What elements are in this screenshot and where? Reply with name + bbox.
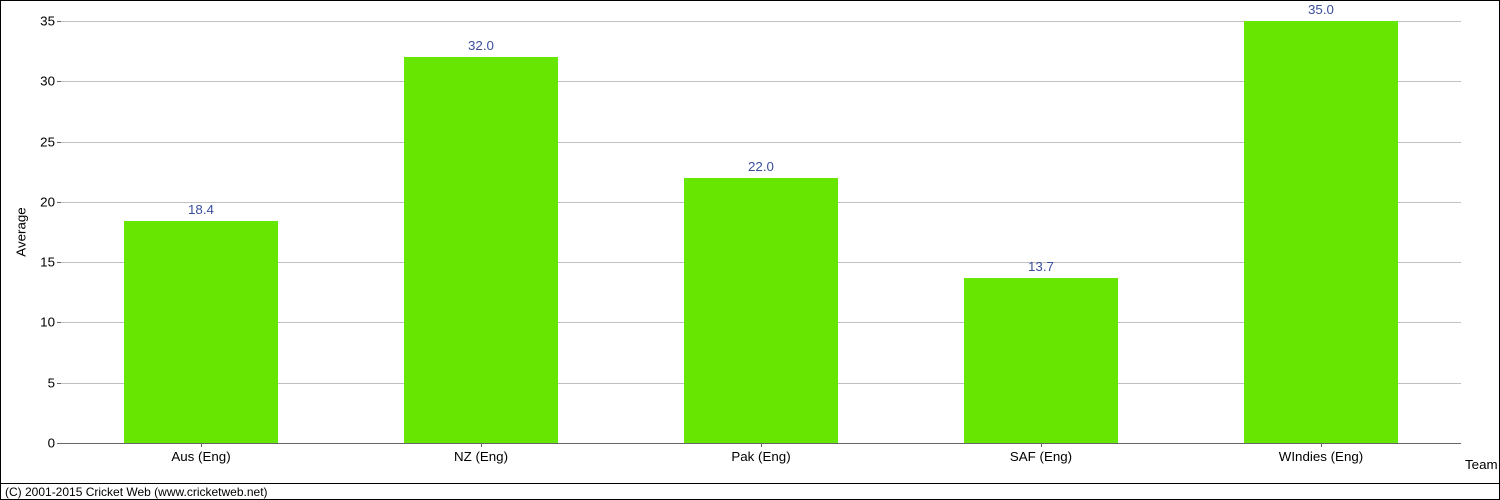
- bar-value-label: 22.0: [748, 159, 774, 174]
- y-axis-title: Average: [14, 207, 29, 256]
- x-tick-label: WIndies (Eng): [1279, 443, 1363, 464]
- bar-value-label: 13.7: [1028, 259, 1054, 274]
- x-axis-title: Team: [1465, 457, 1498, 472]
- y-tick-label: 30: [40, 74, 61, 89]
- bar-value-label: 35.0: [1308, 2, 1334, 17]
- x-tick-label: Pak (Eng): [731, 443, 790, 464]
- bar: [964, 278, 1118, 443]
- chart-container: 0 5 10 15 20 25 30 35 18.4 Aus (Eng) 32.0 NZ (Eng) 2…: [0, 0, 1500, 500]
- bar: [124, 221, 278, 443]
- y-tick-label: 25: [40, 134, 61, 149]
- bar: [1244, 21, 1398, 443]
- bar-value-label: 18.4: [188, 202, 214, 217]
- y-tick-label: 5: [48, 375, 61, 390]
- footer-separator: [1, 483, 1499, 484]
- bar: [404, 57, 558, 443]
- y-tick-label: 35: [40, 14, 61, 29]
- y-tick-label: 20: [40, 194, 61, 209]
- plot-area: 0510152025303518.4Aus (Eng)32.0NZ (Eng)2…: [61, 21, 1461, 443]
- bar: [684, 178, 838, 443]
- bar-value-label: 32.0: [468, 38, 494, 53]
- y-tick-label: 10: [40, 315, 61, 330]
- x-tick-label: SAF (Eng): [1010, 443, 1072, 464]
- copyright-text: (C) 2001-2015 Cricket Web (www.cricketwe…: [5, 485, 268, 499]
- y-tick-label: 15: [40, 255, 61, 270]
- y-tick-label: 0: [48, 436, 61, 451]
- x-tick-label: NZ (Eng): [454, 443, 508, 464]
- x-tick-label: Aus (Eng): [171, 443, 230, 464]
